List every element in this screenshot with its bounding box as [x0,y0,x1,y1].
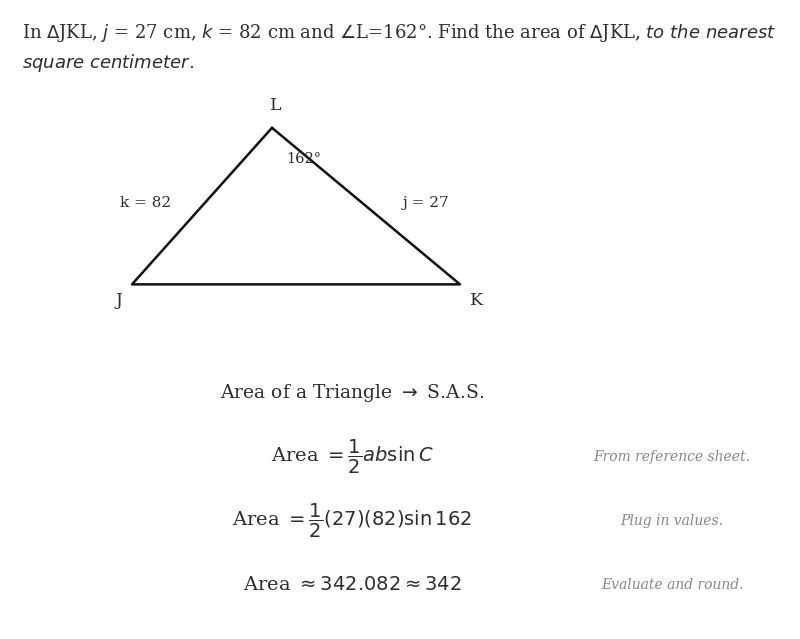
Text: k = 82: k = 82 [121,196,171,210]
Text: $\mathit{square\ centimeter}$.: $\mathit{square\ centimeter}$. [22,52,194,74]
Text: 162°: 162° [286,152,322,166]
Text: Area $\approx 342.082 \approx 342$: Area $\approx 342.082 \approx 342$ [242,576,462,594]
Text: J: J [115,292,122,309]
Text: Area $= \dfrac{1}{2}ab\sin C$: Area $= \dfrac{1}{2}ab\sin C$ [270,438,434,476]
Text: Plug in values.: Plug in values. [621,514,723,528]
Text: L: L [270,96,282,114]
Text: j = 27: j = 27 [402,196,449,210]
Text: Area of a Triangle $\rightarrow$ S.A.S.: Area of a Triangle $\rightarrow$ S.A.S. [220,382,484,404]
Text: In $\Delta$JKL, $j$ = 27 cm, $k$ = 82 cm and $\angle$L=162°. Find the area of $\: In $\Delta$JKL, $j$ = 27 cm, $k$ = 82 cm… [22,22,776,44]
Text: Evaluate and round.: Evaluate and round. [601,578,743,592]
Text: Area $= \dfrac{1}{2}(27)(82)\sin 162$: Area $= \dfrac{1}{2}(27)(82)\sin 162$ [232,502,472,540]
Text: From reference sheet.: From reference sheet. [594,450,750,464]
Text: K: K [470,292,482,309]
